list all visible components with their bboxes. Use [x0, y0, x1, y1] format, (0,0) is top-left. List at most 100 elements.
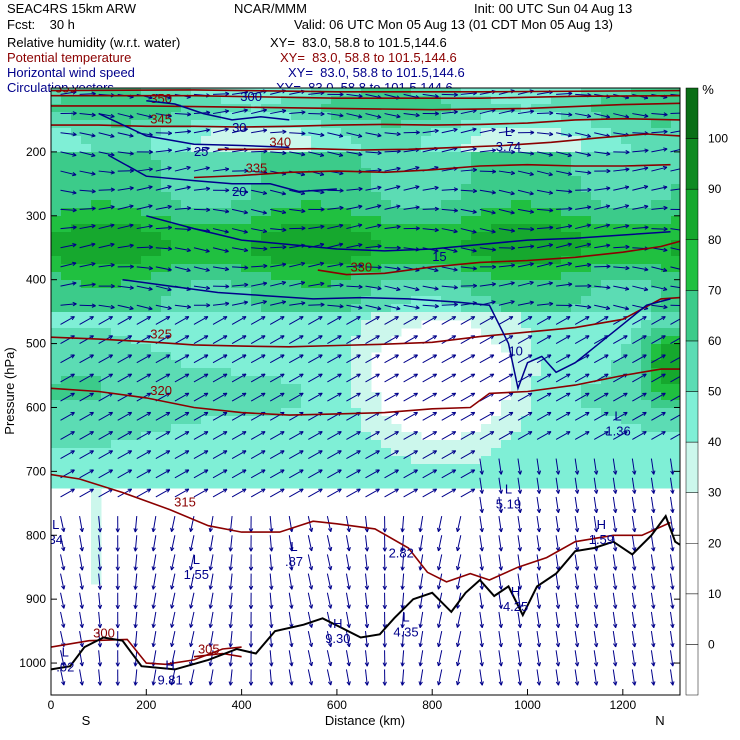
rh-cell	[371, 480, 382, 489]
rh-cell	[81, 256, 92, 265]
rh-cell	[301, 176, 312, 185]
rh-cell	[281, 128, 292, 137]
wind-vector-head	[418, 623, 423, 629]
rh-cell	[321, 400, 332, 409]
rh-cell	[151, 344, 162, 353]
rh-cell	[591, 280, 602, 289]
rh-cell	[241, 296, 252, 305]
rh-cell	[271, 384, 282, 393]
wind-vector	[346, 188, 363, 191]
wind-vector	[555, 335, 571, 345]
wind-vector	[345, 669, 350, 686]
rh-cell	[501, 304, 512, 313]
rh-cell	[301, 216, 312, 225]
wind-vector-head	[432, 373, 438, 378]
wind-vector	[403, 285, 420, 291]
rh-cell	[71, 368, 82, 377]
wind-vector-head	[470, 488, 476, 493]
rh-cell	[621, 392, 632, 401]
wind-vector	[190, 554, 195, 571]
rh-cell	[91, 280, 102, 289]
wind-vector-head	[625, 224, 630, 229]
rh-cell	[151, 160, 162, 169]
wind-vector-head	[529, 171, 534, 176]
wind-vector	[250, 488, 266, 498]
wind-vector-head	[396, 131, 401, 137]
wind-vector-head	[115, 585, 120, 590]
rh-cell	[531, 272, 542, 281]
rh-cell	[371, 160, 382, 169]
rh-cell	[331, 128, 342, 137]
rh-cell	[161, 112, 172, 121]
rh-cell	[311, 328, 322, 337]
rh-cell	[371, 208, 382, 217]
rh-cell	[511, 456, 522, 465]
wind-vector-head	[644, 113, 649, 118]
rh-cell	[71, 472, 82, 481]
wind-vector-head	[632, 508, 637, 514]
rh-cell	[361, 432, 372, 441]
wind-vector	[401, 631, 405, 648]
rh-cell	[291, 192, 302, 201]
rh-cell	[621, 472, 632, 481]
rh-cell	[301, 96, 312, 105]
rh-cell	[561, 400, 572, 409]
rh-cell	[381, 328, 392, 337]
rh-cell	[661, 280, 672, 289]
wind-vector	[174, 316, 190, 325]
wind-vector-head	[91, 152, 96, 158]
rh-cell	[621, 96, 632, 105]
rh-cell	[91, 552, 102, 561]
rh-cell	[301, 448, 312, 457]
rh-cell	[321, 320, 332, 329]
rh-cell	[91, 496, 102, 505]
rh-cell	[671, 440, 680, 449]
rh-cell	[561, 416, 572, 425]
rh-cell	[91, 128, 102, 137]
rh-cell	[181, 416, 192, 425]
wind-vector	[327, 373, 342, 383]
wind-vector	[479, 535, 483, 552]
rh-cell	[581, 112, 592, 121]
rh-cell	[501, 328, 512, 337]
wind-vector	[498, 431, 514, 440]
wind-vector	[460, 247, 477, 252]
wind-vector	[229, 669, 233, 686]
rh-cell	[171, 312, 182, 321]
rh-cell	[221, 424, 232, 433]
rh-cell	[451, 224, 462, 233]
wind-vector	[212, 208, 229, 213]
wind-vector-head	[243, 300, 249, 305]
rh-cell	[131, 144, 142, 153]
wind-vector-head	[261, 335, 266, 340]
wind-vector-head	[97, 566, 103, 571]
rh-cell	[531, 472, 542, 481]
rh-cell	[211, 424, 222, 433]
rh-cell	[151, 336, 162, 345]
rh-cell	[441, 224, 452, 233]
rh-cell	[481, 160, 492, 169]
rh-cell	[561, 232, 572, 241]
wind-vector	[251, 150, 268, 153]
wind-vector	[308, 354, 323, 364]
wind-vector	[152, 516, 157, 532]
wind-vector-head	[241, 373, 247, 378]
rh-cell	[301, 304, 312, 313]
rh-cell	[231, 264, 242, 273]
wind-vector-head	[127, 354, 133, 359]
rh-cell	[51, 408, 62, 417]
wind-vector	[631, 554, 636, 571]
wind-vector-head	[186, 247, 191, 253]
wind-vector	[269, 516, 273, 533]
rh-cell	[441, 480, 452, 489]
rh-cell	[121, 344, 132, 353]
rh-cell	[291, 320, 302, 329]
wind-vector	[308, 151, 324, 157]
rh-cell	[381, 464, 392, 473]
wind-vector	[117, 450, 132, 460]
rh-cell	[91, 528, 102, 537]
rh-cell	[491, 288, 502, 297]
wind-vector-head	[170, 642, 175, 648]
rh-cell	[311, 136, 322, 145]
rh-cell	[481, 152, 492, 161]
